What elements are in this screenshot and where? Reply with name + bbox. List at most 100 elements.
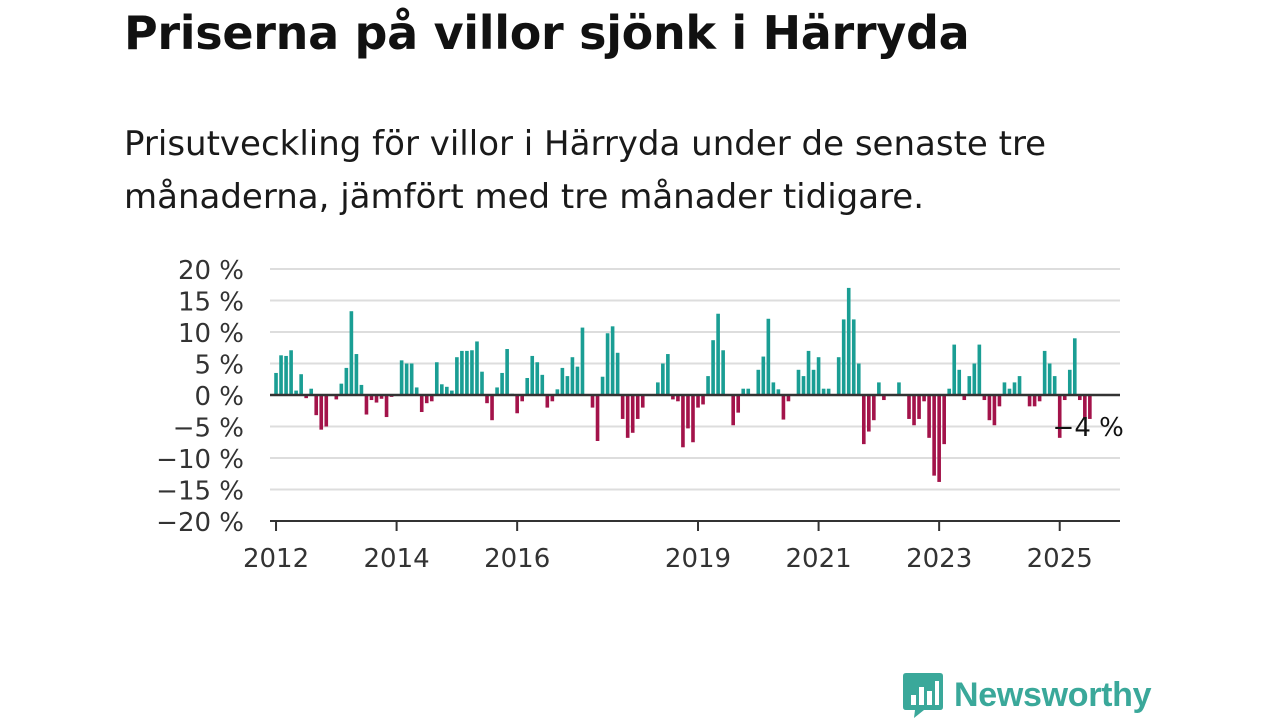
bar <box>912 395 916 426</box>
bar <box>781 395 786 420</box>
bar <box>1002 382 1007 395</box>
bar <box>595 395 600 441</box>
bar <box>535 362 540 395</box>
bar <box>424 395 429 404</box>
bar <box>851 319 856 395</box>
bar <box>485 395 489 404</box>
bar <box>1027 395 1032 407</box>
bar <box>515 395 519 414</box>
bar <box>565 376 570 395</box>
bar <box>625 395 630 438</box>
bar <box>676 395 680 402</box>
bar <box>495 387 499 395</box>
bar <box>374 395 379 403</box>
bar <box>455 357 459 395</box>
x-tick-label: 2012 <box>243 544 309 574</box>
y-tick-label: 20 % <box>178 256 244 286</box>
newsworthy-logo-icon <box>903 673 943 718</box>
bar <box>987 395 992 421</box>
bar <box>1017 376 1022 395</box>
bar <box>570 357 575 395</box>
bar <box>1037 395 1042 402</box>
bar <box>309 388 314 395</box>
chart-title: Priserna på villor sjönk i Härryda <box>124 6 970 60</box>
bar <box>1032 395 1037 407</box>
y-tick-label: −20 % <box>156 508 244 538</box>
bar <box>399 360 404 395</box>
bar <box>1057 395 1062 438</box>
bar <box>706 376 710 395</box>
bar <box>771 382 776 395</box>
bar <box>1052 376 1057 395</box>
bar <box>821 388 826 395</box>
bar <box>741 388 746 395</box>
bar <box>545 395 550 408</box>
bar <box>445 386 449 395</box>
bar <box>475 341 479 395</box>
bar <box>429 395 434 402</box>
x-tick-label: 2016 <box>484 544 550 574</box>
bar <box>590 395 595 408</box>
x-tick-label: 2019 <box>665 544 731 574</box>
bar <box>470 350 474 395</box>
bar <box>284 355 288 395</box>
bar <box>525 377 530 395</box>
bar <box>721 350 725 395</box>
y-tick-label: −5 % <box>173 414 244 444</box>
bar <box>656 382 660 395</box>
y-tick-label: −10 % <box>156 445 244 475</box>
bar <box>846 287 851 395</box>
y-tick-label: −15 % <box>156 477 244 507</box>
bar <box>294 390 298 395</box>
bar <box>811 369 816 395</box>
bar <box>716 313 720 395</box>
x-tick-label: 2014 <box>364 544 430 574</box>
bar <box>314 395 319 416</box>
bar <box>947 388 952 395</box>
bar <box>354 354 359 395</box>
bar <box>1012 382 1017 395</box>
bar <box>932 395 936 476</box>
bar <box>806 350 811 395</box>
bar <box>1078 395 1082 401</box>
bar <box>856 363 861 395</box>
bar <box>450 390 454 395</box>
bar <box>520 395 524 402</box>
bar <box>661 363 665 395</box>
bar <box>404 363 409 395</box>
bar <box>962 395 967 401</box>
bar <box>384 395 389 418</box>
chart-subtitle: Prisutveckling för villor i Härryda unde… <box>124 124 1047 217</box>
bar <box>379 395 384 399</box>
bar <box>279 355 283 395</box>
bar <box>575 366 580 395</box>
bar <box>1083 395 1087 419</box>
bar <box>600 376 605 395</box>
bar <box>746 388 751 395</box>
bar <box>505 349 509 395</box>
bar <box>414 387 419 395</box>
bar <box>877 382 881 395</box>
bar-chart: 20 %15 %10 %5 %0 %−5 %−10 %−15 %−20 % 201… <box>156 256 1124 574</box>
bar <box>334 395 339 400</box>
bar <box>465 350 469 395</box>
bar <box>761 356 766 395</box>
bar <box>922 395 926 402</box>
bar <box>1088 395 1092 419</box>
bar <box>339 383 344 395</box>
bar <box>460 350 464 395</box>
bar <box>756 369 761 395</box>
bar <box>1072 338 1077 395</box>
bar <box>776 389 781 395</box>
bar <box>997 395 1002 407</box>
bar <box>867 395 871 432</box>
bar <box>917 395 921 419</box>
bar <box>666 354 670 395</box>
bar <box>304 395 308 399</box>
bar <box>620 395 625 419</box>
bar <box>319 395 324 430</box>
bar <box>359 384 364 395</box>
bar <box>872 395 876 421</box>
last-value-label: −4 % <box>1053 413 1124 443</box>
bar <box>736 395 741 413</box>
